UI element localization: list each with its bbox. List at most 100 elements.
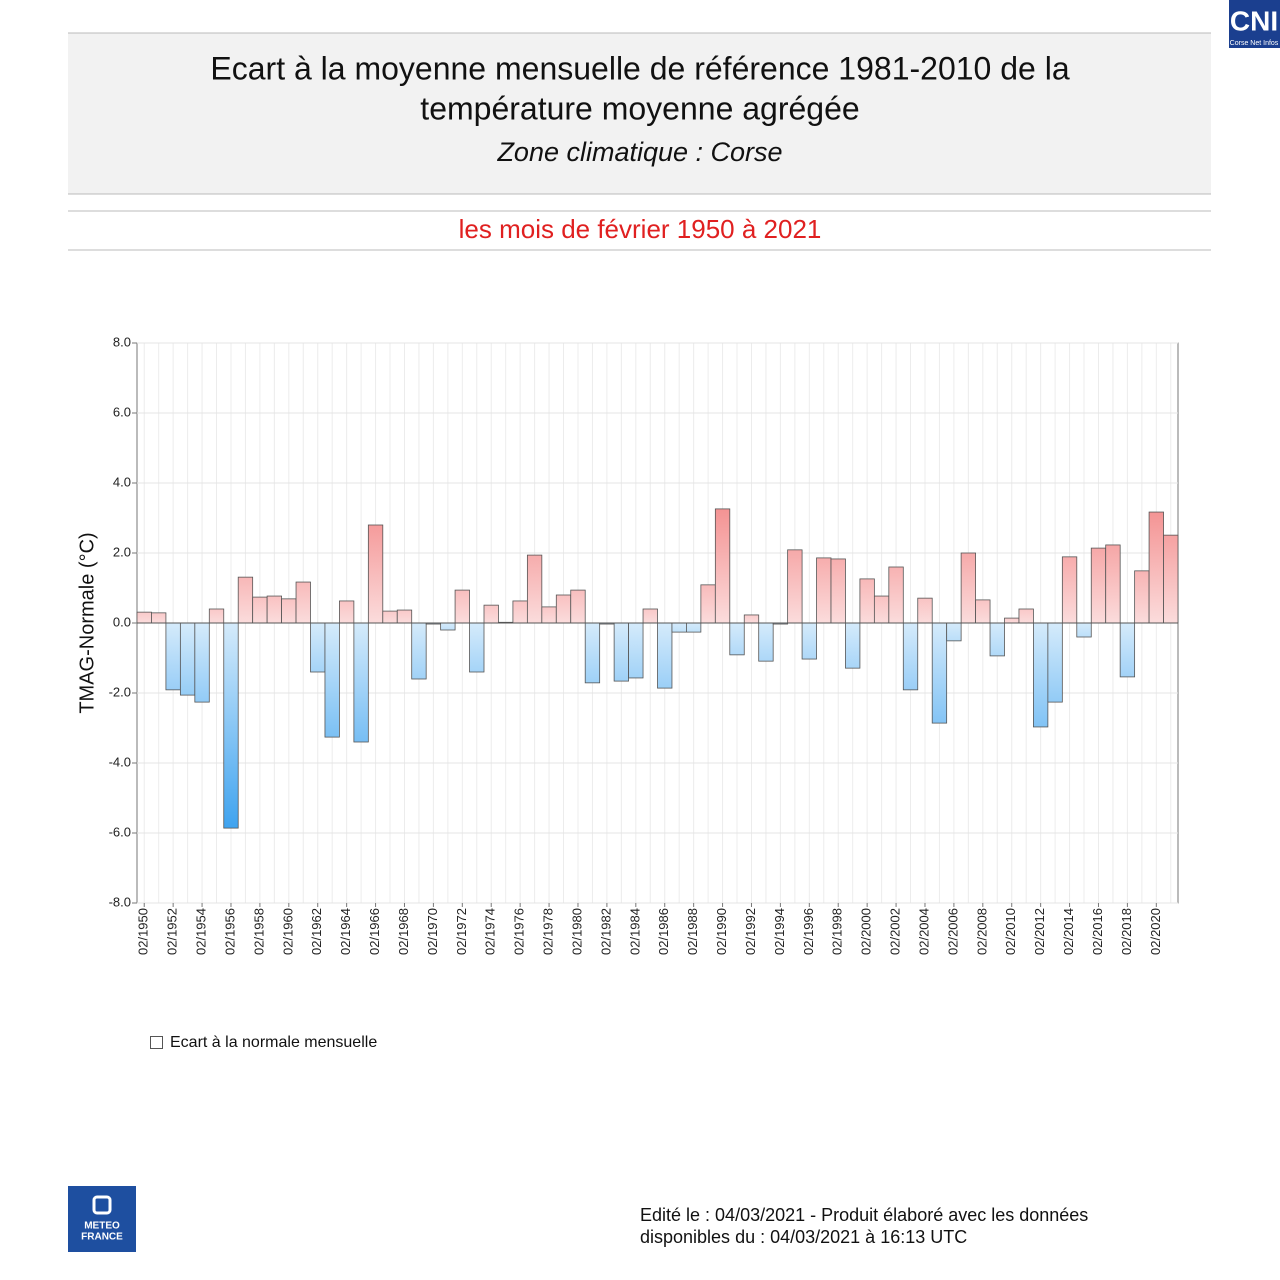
bar [1047,622,1063,703]
x-tick-label: 02/1966 [367,908,382,955]
bar [657,622,673,689]
x-tick-label: 02/1968 [396,908,411,955]
bar [339,600,355,624]
bars [136,508,1179,829]
header-box [68,33,1211,194]
bar [367,524,384,624]
x-tick-label: 02/2016 [1090,908,1105,955]
y-tick-label: 2.0 [113,544,131,559]
bar [931,622,948,724]
y-tick-label: 8.0 [113,334,131,349]
bar [873,595,890,624]
x-tick-label: 02/1956 [222,908,237,955]
bar [281,598,297,624]
logo-text: METEO [84,1221,120,1232]
y-tick-label: 0.0 [113,614,131,629]
bar [917,597,933,624]
title: température moyenne agrégée [420,90,859,126]
bar [975,599,991,624]
bar [526,554,543,624]
bar [194,622,210,703]
bar [179,622,196,696]
bar [729,622,745,656]
bar [136,611,152,624]
x-tick-label: 02/1992 [743,908,758,955]
bar [758,622,774,662]
bar [642,608,658,624]
x-tick-label: 02/2020 [1148,908,1163,955]
x-tick-label: 02/2018 [1119,908,1134,955]
bar [845,622,861,669]
bar [628,622,644,679]
legend-label: Ecart à la normale mensuelle [170,1034,377,1051]
bar [1061,556,1078,624]
bar [1004,617,1020,624]
bar [512,600,528,624]
bar [1033,622,1049,728]
x-tick-label: 02/1960 [280,908,295,955]
x-tick-label: 02/2010 [1003,908,1018,955]
x-tick-label: 02/1990 [714,908,729,955]
bar [382,610,398,624]
y-tick-label: -8.0 [109,894,131,909]
bar [787,549,803,624]
bar [411,622,427,680]
bar [743,614,760,624]
x-tick-label: 02/1964 [338,908,353,955]
bar [310,622,326,673]
bar [483,604,499,624]
title: Ecart à la moyenne mensuelle de référenc… [210,50,1069,86]
bar [454,589,470,624]
footer-line: Edité le : 04/03/2021 - Produit élaboré … [640,1205,1088,1225]
bar [440,622,456,631]
bar [989,622,1005,657]
period: les mois de février 1950 à 2021 [459,214,822,244]
bar [902,622,919,691]
x-tick-label: 02/1996 [801,908,816,955]
bar [946,622,962,642]
x-tick-label: 02/2008 [974,908,989,955]
bar [1105,544,1121,624]
y-tick-label: -4.0 [109,754,131,769]
subtitle: Zone climatique : Corse [496,137,782,167]
x-tick-label: 02/1970 [425,908,440,955]
bar [1076,622,1092,638]
bar [700,584,716,624]
x-tick-label: 02/1962 [309,908,324,955]
bar [151,612,167,624]
y-tick-label: 6.0 [113,404,131,419]
x-tick-label: 02/1972 [454,908,469,955]
x-tick-label: 02/1986 [656,908,671,955]
bar [223,622,239,829]
bar [266,595,282,624]
bar [469,622,485,673]
footer-line: disponibles du : 04/03/2021 à 16:13 UTC [640,1227,967,1247]
bar [570,589,586,624]
bar [1134,570,1150,624]
x-tick-label: 02/1978 [541,908,556,955]
bar [888,566,904,624]
x-tick-label: 02/1974 [483,908,498,955]
x-tick-label: 02/1958 [251,908,266,955]
bar [541,606,557,624]
bar [208,608,225,624]
x-tick-label: 02/1950 [136,908,151,955]
x-tick-label: 02/1998 [830,908,845,955]
bar [1090,547,1107,624]
bar [1119,622,1136,678]
y-tick-label: -2.0 [109,684,131,699]
x-tick-label: 02/2012 [1032,908,1047,955]
bar [165,622,181,691]
bar [324,622,340,738]
x-tick-label: 02/1984 [627,908,642,955]
bar [830,558,846,624]
badge [1229,0,1280,48]
bar [686,622,702,633]
bar [671,622,687,633]
x-tick-label: 02/2000 [859,908,874,955]
bar [252,596,268,624]
bar [353,622,369,743]
bar [396,609,413,624]
